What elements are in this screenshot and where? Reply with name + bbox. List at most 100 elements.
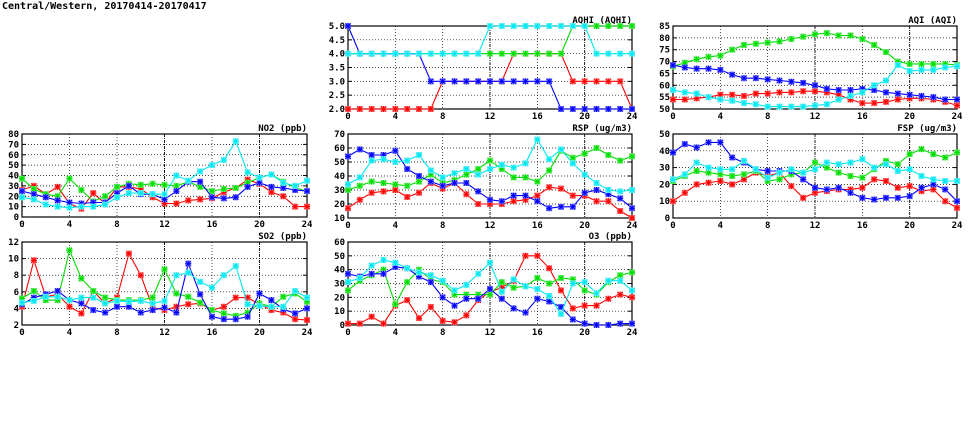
data-point — [906, 151, 913, 158]
data-point — [812, 184, 818, 191]
data-point — [78, 275, 85, 282]
data-point — [871, 164, 878, 171]
data-point — [78, 294, 85, 301]
data-point — [776, 77, 783, 84]
y-tick-label: 3.0 — [329, 77, 345, 87]
y-tick-label: 2 — [14, 321, 19, 331]
data-point — [356, 274, 363, 281]
data-point — [741, 171, 747, 178]
data-point — [693, 167, 700, 174]
y-tick-label: 8 — [14, 271, 19, 281]
data-point — [847, 32, 854, 39]
data-point — [918, 188, 925, 195]
x-tick-label: 8 — [114, 328, 119, 338]
data-point — [681, 171, 688, 178]
data-point — [693, 159, 700, 166]
data-point — [232, 263, 239, 270]
data-point — [404, 50, 411, 57]
series-2 — [345, 23, 635, 112]
y-tick-label: 3.5 — [329, 64, 345, 74]
data-point — [451, 78, 458, 85]
data-point — [475, 166, 482, 172]
fsp-chart: FSP (ug/m3) 0 10 20 30 40 50 0 4 8 12 16 20 24 — [659, 124, 963, 231]
data-point — [487, 286, 493, 293]
data-point — [66, 303, 73, 310]
data-point — [605, 78, 612, 85]
data-point — [823, 101, 830, 108]
data-point — [812, 189, 818, 196]
data-point — [918, 92, 925, 99]
x-tick-label: 0 — [19, 328, 24, 338]
y-tick-label: 6 — [14, 288, 19, 298]
data-point — [593, 106, 600, 112]
data-point — [510, 284, 517, 291]
data-point — [42, 194, 49, 201]
data-point — [268, 171, 275, 178]
data-point — [268, 307, 275, 314]
series-2 — [345, 146, 635, 212]
aqhi-chart: AQHI (AQHI) 2.0 2.5 3.0 3.5 4.0 4.5 5.0 0 4 8 12 16 2… — [329, 16, 638, 122]
x-tick-label: 4 — [393, 328, 399, 338]
data-point — [90, 294, 97, 301]
data-point — [149, 191, 156, 198]
data-point — [380, 270, 387, 277]
data-point — [918, 66, 925, 73]
x-tick-label: 4 — [718, 112, 724, 122]
data-point — [800, 33, 807, 40]
data-point — [729, 166, 736, 173]
data-point — [356, 50, 363, 57]
data-point — [439, 277, 446, 284]
data-point — [764, 174, 771, 181]
data-point — [220, 272, 227, 279]
data-point — [90, 287, 97, 294]
data-point — [280, 309, 287, 316]
data-point — [752, 101, 759, 108]
data-point — [741, 75, 747, 82]
data-point — [788, 103, 795, 110]
data-point — [764, 76, 771, 83]
data-point — [292, 203, 299, 210]
data-point — [427, 178, 434, 185]
data-point — [463, 166, 470, 172]
data-point — [859, 89, 866, 96]
data-point — [149, 307, 156, 314]
data-point — [173, 172, 180, 179]
data-point — [593, 50, 600, 57]
data-point — [729, 181, 736, 188]
data-point — [209, 162, 215, 169]
data-point — [149, 294, 156, 301]
data-point — [30, 196, 37, 203]
x-tick-label: 8 — [440, 328, 445, 338]
y-tick-label: 20 — [334, 293, 345, 303]
data-point — [404, 265, 411, 272]
data-point — [173, 182, 180, 189]
data-point — [534, 274, 541, 281]
data-point — [232, 294, 239, 301]
data-point — [859, 100, 866, 107]
data-point — [161, 304, 168, 311]
data-point — [593, 187, 600, 193]
data-point — [629, 287, 635, 294]
data-point — [292, 287, 299, 294]
data-point — [125, 190, 132, 197]
data-point — [705, 139, 712, 146]
data-point — [463, 291, 470, 298]
x-tick-label: 0 — [670, 112, 675, 122]
data-point — [356, 174, 363, 181]
data-point — [776, 169, 783, 176]
data-point — [256, 179, 263, 186]
data-point — [569, 78, 576, 85]
x-tick-label: 4 — [718, 221, 724, 231]
data-point — [19, 299, 25, 306]
x-tick-label: 12 — [485, 221, 496, 231]
data-point — [693, 56, 700, 63]
data-point — [546, 292, 553, 299]
data-point — [392, 181, 399, 188]
data-point — [345, 187, 351, 193]
data-point — [812, 159, 818, 166]
data-point — [681, 59, 688, 66]
data-point — [581, 23, 588, 29]
data-point — [681, 96, 688, 103]
data-point — [617, 291, 624, 298]
